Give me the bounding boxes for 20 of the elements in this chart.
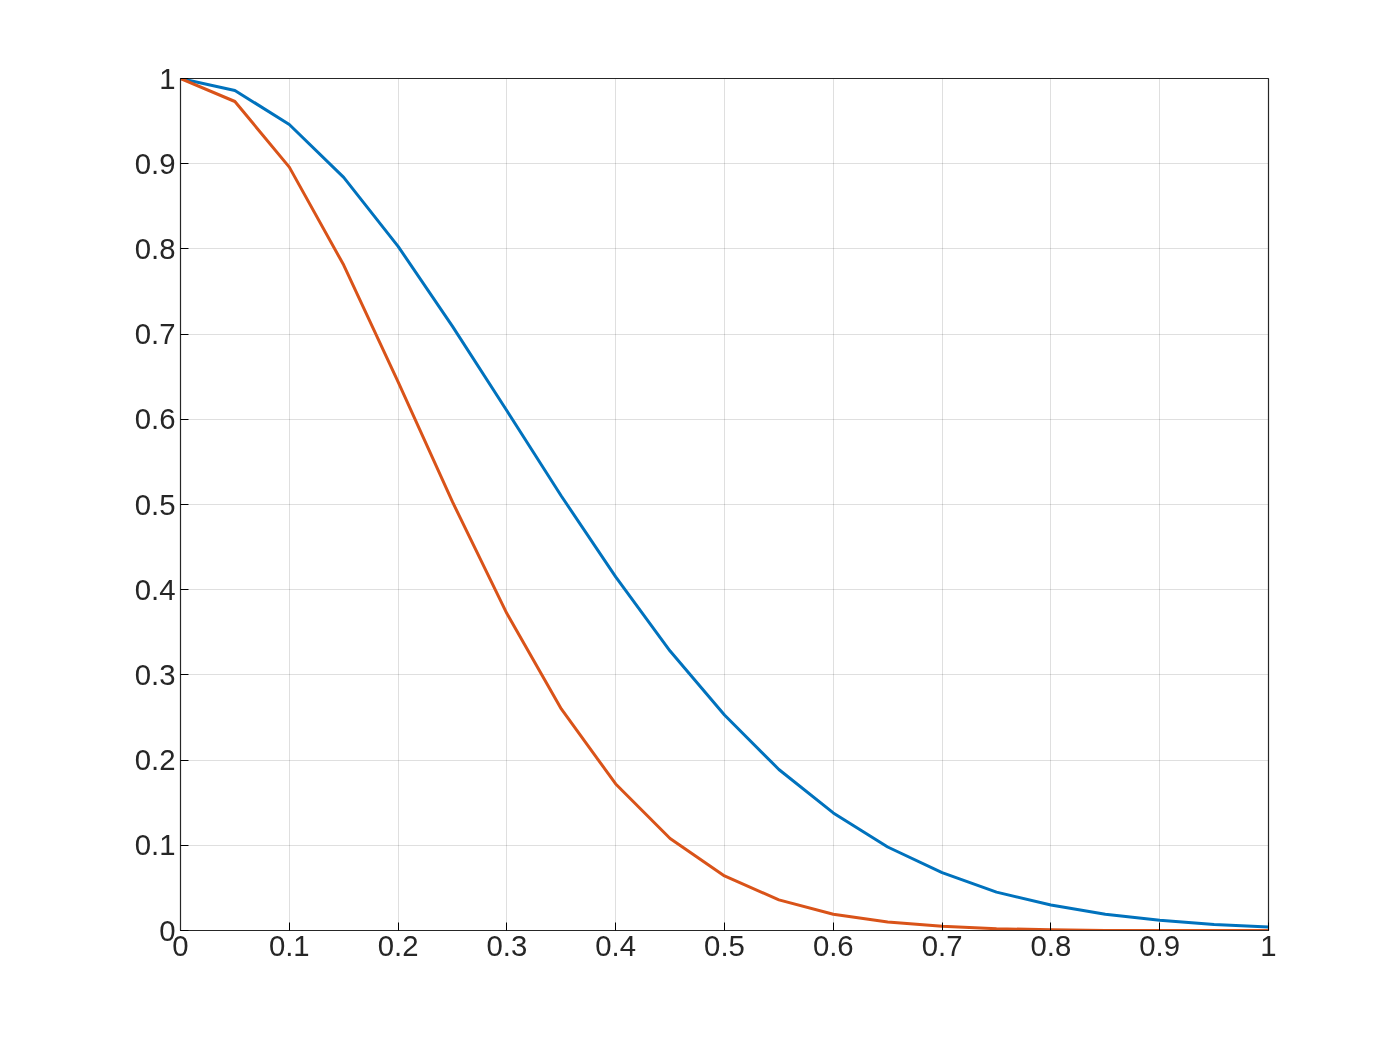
y-tick-label: 0.8	[134, 231, 176, 265]
x-tick-label: 0.6	[812, 928, 854, 962]
x-tick-label: 0.9	[1139, 928, 1181, 962]
x-tick-label: 0.8	[1030, 928, 1072, 962]
x-tick-label: 0.1	[268, 928, 310, 962]
y-tick-label: 0.2	[134, 743, 176, 777]
x-tick-label: 0.3	[486, 928, 528, 962]
y-tick-label: 0.1	[134, 828, 176, 862]
x-tick-label: 0.7	[921, 928, 963, 962]
y-tick-label: 1	[159, 61, 176, 95]
y-tick-label: 0.7	[134, 317, 176, 351]
y-tick-label: 0.5	[134, 487, 176, 521]
x-tick-label: 0.4	[595, 928, 637, 962]
y-tick-label: 0.6	[134, 402, 176, 436]
y-tick-label: 0.9	[134, 146, 176, 180]
x-tick-label: 1	[1260, 928, 1277, 962]
x-tick-label: 0.5	[704, 928, 745, 962]
x-tick-label: 0.2	[377, 928, 419, 962]
y-tick-label: 0.3	[134, 657, 176, 691]
y-tick-label: 0.4	[134, 572, 176, 606]
